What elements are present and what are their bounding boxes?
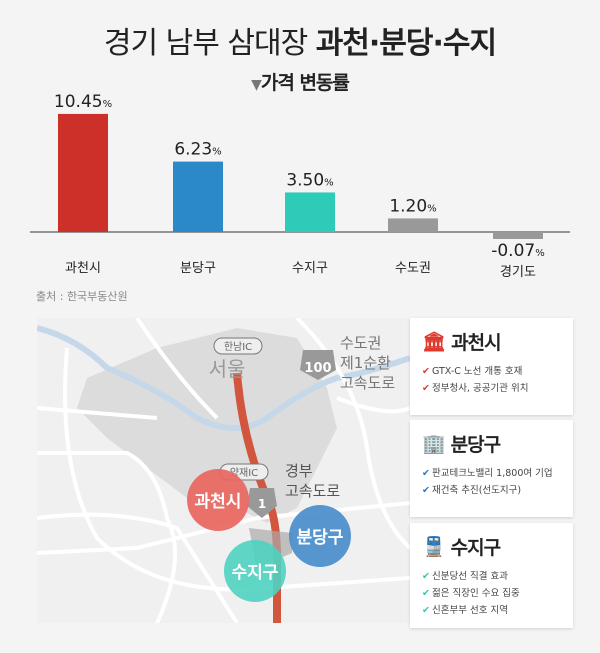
- list-item: ✔ 신혼부부 선호 지역: [422, 605, 508, 616]
- route-100-shield-icon: [300, 350, 336, 380]
- list-item: ✔ GTX-C 노선 개통 호재: [422, 366, 523, 377]
- value-label: 6.23%: [174, 140, 221, 160]
- train-icon: 🚆: [422, 536, 446, 558]
- svg-text:경부: 경부: [285, 462, 313, 480]
- list-item: ✔ 재건축 추진(선도지구): [422, 485, 522, 496]
- office-buildings-icon: 🏢: [422, 433, 446, 455]
- card-suji: 🚆 수지구 ✔ 신분당선 직결 효과 ✔ 젊은 직장인 수요 집중 ✔ 신혼부부 선호 …: [410, 523, 573, 628]
- list-item: ✔ 정부청사, 공공기관 위치: [422, 383, 529, 394]
- hannam-ic-badge: [213, 337, 263, 355]
- bubble-bundang: [289, 505, 351, 567]
- value-label: 3.50%: [286, 170, 333, 190]
- bar-chart: 10.45% 과천시 6.23% 분당구 3.50% 수지구 1.20% 수도권 -0.07% 경…: [30, 92, 570, 280]
- list-item: ✔ 신분당선 직결 효과: [422, 571, 508, 582]
- bar-3: [388, 218, 438, 232]
- svg-text:분당구: 분당구: [297, 528, 344, 548]
- bar-4: [493, 232, 543, 239]
- government-building-icon: 🏛: [422, 331, 446, 353]
- svg-text:제1순환: 제1순환: [340, 354, 391, 372]
- check-icon: ✔: [422, 468, 430, 479]
- page-title: 경기 남부 삼대장 과천·분당·수지: [103, 26, 497, 61]
- check-icon: ✔: [422, 383, 430, 394]
- bubble-gwacheon: [187, 469, 249, 531]
- category-label: 수도권: [395, 261, 431, 276]
- card-gwacheon: 🏛 과천시 ✔ GTX-C 노선 개통 호재 ✔ 정부청사, 공공기관 위치: [410, 318, 573, 415]
- check-icon: ✔: [422, 571, 430, 582]
- source-note: 출처 : 한국부동산원: [36, 290, 128, 303]
- svg-text:수도권: 수도권: [340, 334, 381, 352]
- category-label: 과천시: [65, 261, 101, 276]
- chart-subtitle: ▼가격 변동률: [251, 72, 350, 94]
- svg-text:수지구: 수지구: [232, 563, 279, 583]
- bar-0: [58, 113, 108, 232]
- check-icon: ✔: [422, 605, 430, 616]
- list-item: ✔ 젊은 직장인 수요 집중: [422, 588, 520, 599]
- check-icon: ✔: [422, 366, 430, 377]
- svg-text:100: 100: [304, 361, 331, 376]
- value-label: 1.20%: [389, 196, 436, 216]
- card-bundang: 🏢 분당구 ✔ 판교테크노밸리 1,800여 기업 ✔ 재건축 추진(선도지구): [410, 420, 573, 517]
- route-1-shield-icon: [247, 488, 277, 518]
- map: 한남IC 양재IC 1 100 서울 수도권 제1순환 고속도로 경부 고속도로…: [37, 318, 410, 623]
- list-item: ✔ 판교테크노밸리 1,800여 기업: [422, 468, 553, 479]
- bubble-suji: [224, 540, 286, 602]
- category-label: 수지구: [292, 261, 328, 276]
- category-label: 경기도: [500, 265, 536, 280]
- check-icon: ✔: [422, 485, 430, 496]
- check-icon: ✔: [422, 588, 430, 599]
- han-river: [37, 325, 410, 431]
- bar-2: [285, 192, 335, 232]
- svg-text:한남IC: 한남IC: [224, 341, 252, 353]
- bar-1: [173, 161, 223, 232]
- svg-text:1: 1: [258, 497, 266, 511]
- svg-text:고속도로: 고속도로: [340, 374, 395, 392]
- svg-text:과천시: 과천시: [195, 492, 242, 512]
- category-label: 분당구: [180, 261, 216, 276]
- value-label: 10.45%: [54, 92, 112, 112]
- svg-text:고속도로: 고속도로: [285, 482, 340, 500]
- svg-text:서울: 서울: [209, 357, 246, 381]
- value-label: -0.07%: [491, 241, 545, 261]
